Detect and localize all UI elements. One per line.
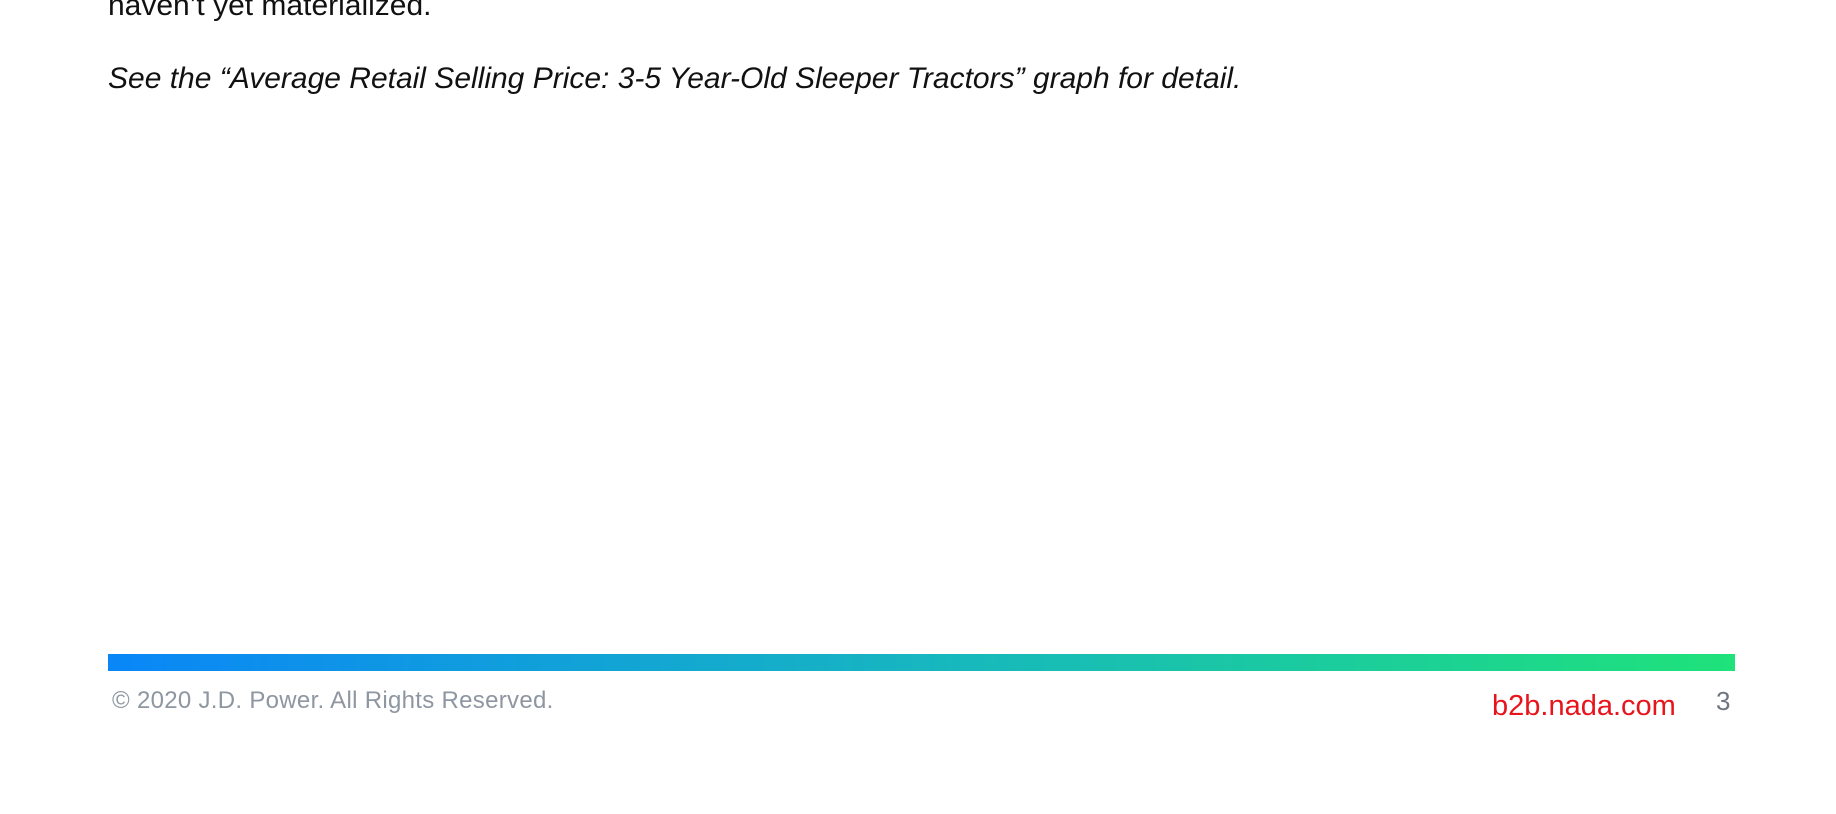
page-number: 3 (1716, 686, 1731, 716)
website-link[interactable]: b2b.nada.com (1492, 690, 1676, 722)
body-text-partial-line: haven’t yet materialized. (108, 0, 432, 22)
copyright-notice: © 2020 J.D. Power. All Rights Reserved. (112, 687, 554, 714)
graph-reference-note: See the “Average Retail Selling Price: 3… (108, 62, 1242, 95)
footer-gradient-bar (108, 654, 1735, 671)
